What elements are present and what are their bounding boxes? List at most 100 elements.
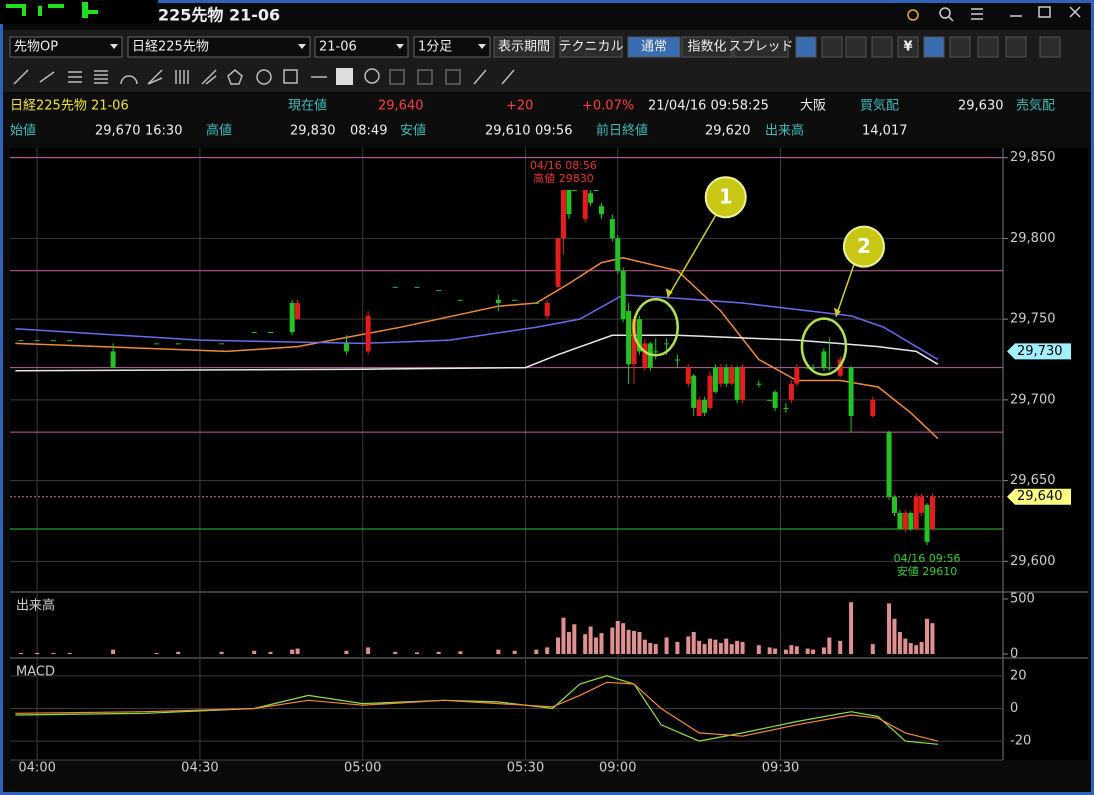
toolbar-icon[interactable] bbox=[897, 36, 919, 58]
price-tag-label: 29,730 bbox=[1017, 344, 1063, 359]
x-tick-label: 04:30 bbox=[181, 761, 218, 776]
volume-bar bbox=[599, 633, 604, 655]
volume-bar bbox=[707, 638, 712, 655]
yen-icon-label: ¥ bbox=[903, 40, 912, 55]
volume-bar bbox=[588, 626, 593, 655]
volume-bar bbox=[458, 651, 463, 655]
volume-bar bbox=[805, 648, 810, 655]
toolbar-icon[interactable] bbox=[977, 36, 999, 58]
candle-body bbox=[674, 359, 680, 361]
volume-bar bbox=[740, 641, 745, 655]
select-arrow bbox=[396, 44, 404, 49]
ohlc-field: 29,830 bbox=[290, 124, 336, 139]
candle-body bbox=[810, 367, 816, 369]
window-title: 225先物 21-06 bbox=[158, 6, 280, 25]
panel-label: 出来高 bbox=[16, 598, 55, 614]
toolbar-icon[interactable] bbox=[845, 36, 867, 58]
quote-field: 29,640 bbox=[378, 99, 424, 114]
volume-bar bbox=[344, 650, 349, 655]
volume-bar bbox=[821, 647, 826, 655]
select-box[interactable] bbox=[314, 36, 409, 58]
extreme-label: 安値 29610 bbox=[897, 564, 958, 578]
candle-body bbox=[702, 399, 708, 413]
callout-badge bbox=[842, 225, 885, 268]
volume-bar bbox=[67, 652, 72, 655]
volume-bar bbox=[626, 629, 631, 655]
toolbar-icon[interactable] bbox=[871, 36, 893, 58]
candle-body bbox=[631, 319, 637, 365]
quote-field: 日経225先物 21-06 bbox=[10, 99, 129, 114]
candle-body bbox=[891, 496, 897, 513]
volume-bar bbox=[870, 644, 875, 655]
candle-body bbox=[343, 343, 349, 352]
volume-bar bbox=[583, 634, 588, 655]
candle-body bbox=[729, 367, 735, 384]
button-label: テクニカル bbox=[558, 40, 623, 55]
volume-bar bbox=[566, 632, 571, 655]
price-tag bbox=[1007, 488, 1071, 505]
select-arrow bbox=[110, 44, 118, 49]
volume-bar bbox=[176, 651, 181, 655]
toolbar-button[interactable] bbox=[559, 36, 623, 58]
y-tick-label: 29,700 bbox=[1010, 392, 1056, 407]
candle-body bbox=[870, 399, 876, 417]
candle-body bbox=[821, 351, 827, 368]
candle-body bbox=[740, 367, 746, 400]
quote-field: +0.07% bbox=[582, 99, 634, 114]
toolbar-button[interactable] bbox=[627, 36, 681, 58]
volume-bar bbox=[908, 643, 913, 655]
volume-bar bbox=[827, 637, 832, 655]
volume-bar bbox=[154, 652, 159, 655]
candle-body bbox=[788, 383, 794, 400]
toolbar-button[interactable] bbox=[493, 36, 555, 58]
toolbar-icon[interactable] bbox=[923, 36, 945, 58]
select-label: 日経225先物 bbox=[132, 40, 209, 55]
candle-body bbox=[251, 332, 257, 334]
volume-bar bbox=[789, 645, 794, 655]
x-tick-label: 04:00 bbox=[18, 761, 55, 776]
toolbar-button[interactable] bbox=[733, 36, 789, 58]
volume-bar bbox=[393, 651, 398, 655]
button-label: スプレッド bbox=[728, 40, 793, 55]
select-box[interactable] bbox=[9, 36, 123, 58]
maximize-button[interactable] bbox=[1038, 6, 1051, 18]
select-arrow bbox=[478, 44, 486, 49]
logo-box bbox=[0, 0, 158, 24]
close-button[interactable] bbox=[1069, 6, 1081, 18]
toolbar-icon[interactable] bbox=[949, 36, 971, 58]
y-tick-label: 29,750 bbox=[1010, 312, 1056, 327]
volume-bar bbox=[756, 645, 761, 655]
callout-ring bbox=[800, 317, 848, 376]
link-icon[interactable] bbox=[907, 9, 919, 21]
button-label: 表示期間 bbox=[498, 40, 550, 55]
candle-body bbox=[620, 270, 626, 320]
search-icon[interactable] bbox=[939, 7, 951, 19]
callout-badge bbox=[704, 176, 747, 219]
toolbar-icon[interactable] bbox=[795, 36, 817, 58]
toolbar-icon[interactable] bbox=[821, 36, 843, 58]
candle-body bbox=[626, 311, 632, 365]
select-box[interactable] bbox=[127, 36, 311, 58]
quote-field: 21/04/16 09:58:25 bbox=[648, 99, 769, 114]
volume-bar bbox=[496, 649, 501, 655]
candle-body bbox=[365, 315, 371, 352]
panel-label: MACD bbox=[16, 665, 55, 680]
select-box[interactable] bbox=[413, 36, 491, 58]
candle-body bbox=[929, 496, 935, 530]
ohlc-field: 前日終値 bbox=[596, 123, 648, 139]
candle-body bbox=[685, 367, 691, 384]
volume-bar bbox=[642, 639, 647, 655]
menu-icon[interactable] bbox=[971, 8, 983, 20]
volume-bar bbox=[849, 602, 854, 655]
macd-tick-label: 0 bbox=[1010, 701, 1018, 716]
volume-bar bbox=[512, 650, 517, 655]
toolbar-button[interactable] bbox=[681, 36, 733, 58]
toolbar-icon[interactable] bbox=[1005, 36, 1027, 58]
macd-line bbox=[15, 681, 939, 742]
toolbar-icon[interactable] bbox=[1039, 36, 1061, 58]
quote-field: 29,630 bbox=[958, 99, 1004, 114]
candle-body bbox=[110, 351, 116, 368]
